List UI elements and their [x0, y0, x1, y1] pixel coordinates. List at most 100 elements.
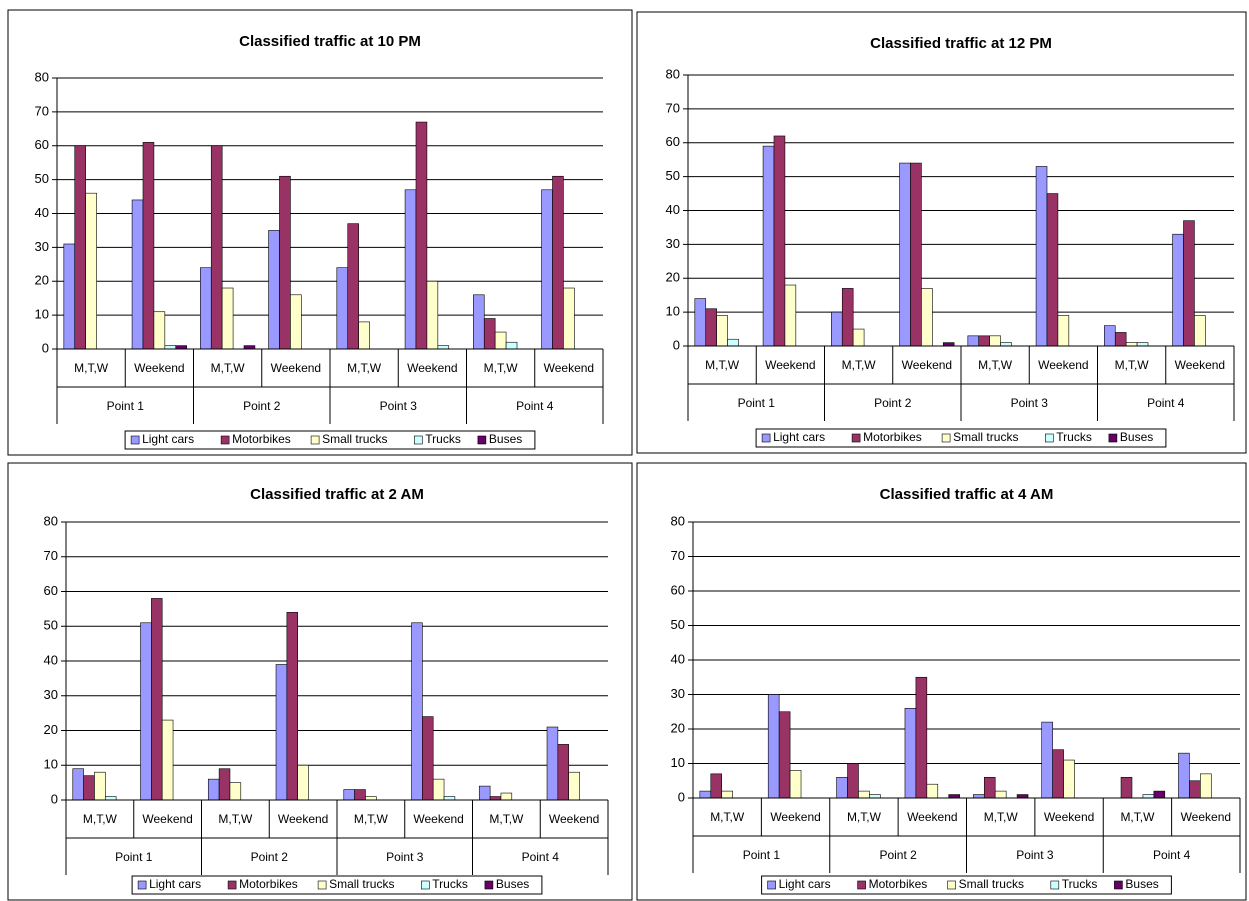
bar	[921, 288, 933, 347]
legend-swatch	[310, 435, 320, 445]
y-tick-label: 60	[35, 137, 49, 152]
bar	[869, 794, 881, 799]
chart-title: Classified traffic at 12 PM	[870, 35, 1052, 52]
group-label: Point 3	[380, 399, 418, 413]
bar	[716, 315, 728, 347]
bar	[541, 189, 553, 350]
bar	[978, 335, 990, 347]
bar	[1200, 773, 1212, 799]
legend-label: Buses	[489, 432, 522, 446]
legend-swatch	[130, 435, 140, 445]
y-tick-label: 10	[666, 304, 680, 319]
legend-label: Light cars	[142, 432, 194, 446]
bar	[773, 135, 786, 347]
bar	[354, 789, 366, 801]
bar	[694, 298, 707, 347]
y-tick-label: 10	[35, 307, 49, 322]
bar	[1057, 315, 1070, 347]
x-tick-label: Weekend	[278, 812, 328, 826]
legend-swatch	[484, 880, 494, 890]
x-tick-label: M,T,W	[705, 358, 740, 372]
bar	[847, 763, 859, 799]
bar	[557, 744, 570, 801]
bar	[699, 790, 712, 799]
y-tick-label: 20	[666, 270, 680, 285]
bar	[104, 796, 117, 801]
bar	[778, 711, 791, 799]
x-tick-label: Weekend	[134, 361, 184, 375]
y-tick-label: 20	[671, 720, 685, 735]
legend-label: Buses	[1125, 877, 1158, 891]
x-tick-label: Weekend	[549, 812, 599, 826]
legend-swatch	[220, 435, 230, 445]
y-tick-label: 10	[44, 757, 58, 772]
bar	[1114, 332, 1127, 347]
bar	[915, 676, 928, 799]
legend-label: Light cars	[779, 877, 831, 891]
x-tick-label: Weekend	[1175, 358, 1225, 372]
y-tick-label: 70	[44, 548, 58, 563]
bar	[727, 338, 739, 347]
group-label: Point 4	[522, 850, 560, 864]
bar	[1172, 233, 1184, 347]
x-tick-label: Weekend	[142, 812, 192, 826]
legend-frame	[755, 428, 1167, 448]
bar	[1178, 752, 1190, 799]
bar	[473, 294, 485, 350]
y-tick-label: 0	[678, 789, 685, 804]
bar	[422, 716, 434, 801]
bar	[1041, 721, 1053, 799]
legend-label: Trucks	[1056, 430, 1092, 444]
y-tick-label: 80	[671, 513, 685, 528]
group-label: Point 3	[1016, 848, 1054, 862]
chart-frame	[7, 462, 633, 901]
x-tick-label: Weekend	[907, 810, 957, 824]
bar	[221, 287, 234, 350]
bar	[1136, 342, 1149, 347]
group-label: Point 2	[243, 399, 281, 413]
bar	[200, 267, 212, 350]
legend-swatch	[947, 880, 956, 890]
legend-label: Light cars	[149, 877, 201, 891]
bar	[563, 287, 575, 350]
legend-swatch	[420, 880, 430, 890]
chart-title: Classified traffic at 4 AM	[880, 486, 1054, 503]
x-tick-label: M,T,W	[847, 810, 882, 824]
group-label: Point 2	[879, 848, 917, 862]
x-tick-label: M,T,W	[984, 810, 1019, 824]
bar	[275, 664, 288, 801]
legend-label: Motorbikes	[239, 877, 298, 891]
group-label: Point 2	[874, 396, 912, 410]
bar	[858, 790, 870, 799]
x-tick-label: Weekend	[1038, 358, 1088, 372]
x-tick-label: M,T,W	[710, 810, 745, 824]
legend-frame	[131, 875, 543, 895]
bar	[290, 294, 302, 350]
legend-swatch	[137, 880, 147, 890]
bar	[297, 764, 309, 801]
bar	[336, 267, 349, 350]
bar	[967, 335, 980, 347]
bar	[1183, 220, 1195, 347]
legend-swatch	[227, 880, 237, 890]
legend-frame	[124, 430, 536, 450]
y-tick-label: 0	[51, 791, 58, 806]
y-tick-label: 30	[666, 236, 680, 251]
bar	[989, 335, 1001, 347]
bar	[948, 794, 960, 799]
y-tick-label: 40	[666, 202, 680, 217]
bar	[153, 311, 166, 350]
group-label: Point 4	[516, 399, 554, 413]
bar	[1189, 780, 1201, 799]
x-tick-label: M,T,W	[211, 361, 246, 375]
y-tick-label: 0	[673, 337, 680, 352]
y-tick-label: 50	[666, 168, 680, 183]
bar	[942, 342, 955, 347]
bar	[505, 341, 518, 350]
bar	[279, 175, 291, 350]
legend-label: Buses	[1120, 430, 1153, 444]
bar	[175, 345, 187, 350]
legend-label: Small trucks	[953, 430, 1018, 444]
legend-label: Trucks	[432, 877, 468, 891]
bar	[1120, 776, 1133, 799]
